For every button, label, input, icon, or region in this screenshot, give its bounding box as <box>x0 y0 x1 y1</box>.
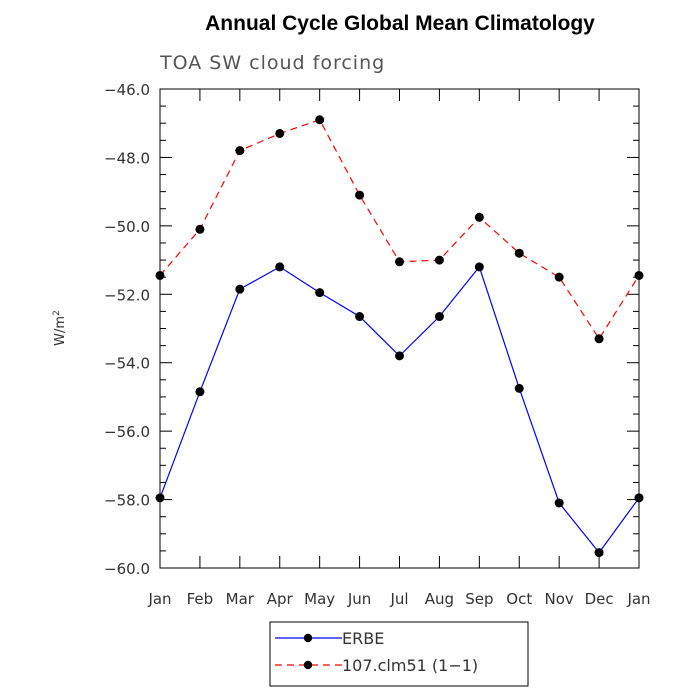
y-tick-label: −56.0 <box>104 423 150 441</box>
series-0-point <box>395 351 404 361</box>
series-1-point <box>554 272 564 282</box>
legend-label-clm51: 107.clm51 (1−1) <box>342 656 478 675</box>
x-tick-label: Apr <box>267 590 294 608</box>
y-axis-label-superscript: 2 <box>52 310 62 316</box>
series-0-point <box>355 312 365 322</box>
x-tick-label: Feb <box>187 590 214 608</box>
y-tick-label: −58.0 <box>104 492 150 510</box>
x-tick-label: Jan <box>147 590 171 608</box>
series-0-point <box>474 262 484 272</box>
x-tick-label: Jan <box>626 590 650 608</box>
series-1-point <box>474 212 484 222</box>
x-tick-label: Jul <box>389 590 408 608</box>
series-0-point <box>235 284 245 294</box>
chart-title: Annual Cycle Global Mean Climatology <box>205 12 595 35</box>
series-0-point <box>315 288 325 298</box>
series-points <box>155 115 644 558</box>
y-tick-label: −48.0 <box>104 149 150 167</box>
x-tick-label: Sep <box>465 590 493 608</box>
y-tick-label: −52.0 <box>104 286 150 304</box>
series-line-0 <box>159 265 640 554</box>
y-tick-label: −46.0 <box>104 81 150 99</box>
series-0-point <box>634 493 644 503</box>
y-tick-labels: −46.0 −48.0 −50.0 −52.0 −54.0 −56.0 −58.0 −60.0 <box>104 81 150 578</box>
axis-ticks <box>159 88 640 569</box>
legend-marker-clm51 <box>303 660 313 670</box>
series-0-point <box>195 387 205 397</box>
series-1-point <box>434 255 444 265</box>
y-tick-label: −60.0 <box>104 560 150 578</box>
series-1-point <box>594 334 604 344</box>
series-0-point <box>155 493 165 503</box>
x-tick-label: Mar <box>226 590 255 608</box>
series-0-point <box>594 548 604 558</box>
series-0-point <box>275 262 285 272</box>
x-tick-label: Nov <box>545 590 574 608</box>
x-tick-label: Oct <box>506 590 532 608</box>
x-tick-labels: Jan Feb Mar Apr May Jun Jul Aug Sep Oct Nov Dec Jan <box>147 590 650 608</box>
series-1-point <box>155 270 165 280</box>
x-tick-label: Aug <box>425 590 454 608</box>
chart-subtitle: TOA SW cloud forcing <box>159 52 385 74</box>
legend-label-erbe: ERBE <box>342 629 384 648</box>
series-1-point <box>395 257 404 267</box>
legend-box <box>269 621 529 687</box>
plot-frame <box>159 88 640 569</box>
y-axis-label-text: W/m <box>53 316 68 346</box>
legend-marker-erbe <box>303 633 313 643</box>
y-tick-label: −50.0 <box>104 218 150 236</box>
series-1-point <box>275 128 285 138</box>
series-1-point <box>634 270 644 280</box>
series-0-point <box>434 312 444 322</box>
series-1-point <box>514 248 524 258</box>
x-tick-label: Jun <box>347 590 371 608</box>
series-0-point <box>514 383 524 393</box>
x-tick-label: May <box>304 590 335 608</box>
series-1-point <box>195 224 205 234</box>
series-0-point <box>554 498 564 508</box>
legend: ERBE 107.clm51 (1−1) <box>269 621 529 687</box>
series-1-point <box>355 190 365 200</box>
series-line-1 <box>159 119 640 340</box>
series-lines <box>159 119 640 554</box>
y-tick-label: −54.0 <box>104 355 150 373</box>
series-1-point <box>235 146 245 156</box>
x-tick-label: Dec <box>585 590 614 608</box>
series-1-point <box>315 115 325 125</box>
y-axis-label: W/m2 <box>52 310 68 346</box>
